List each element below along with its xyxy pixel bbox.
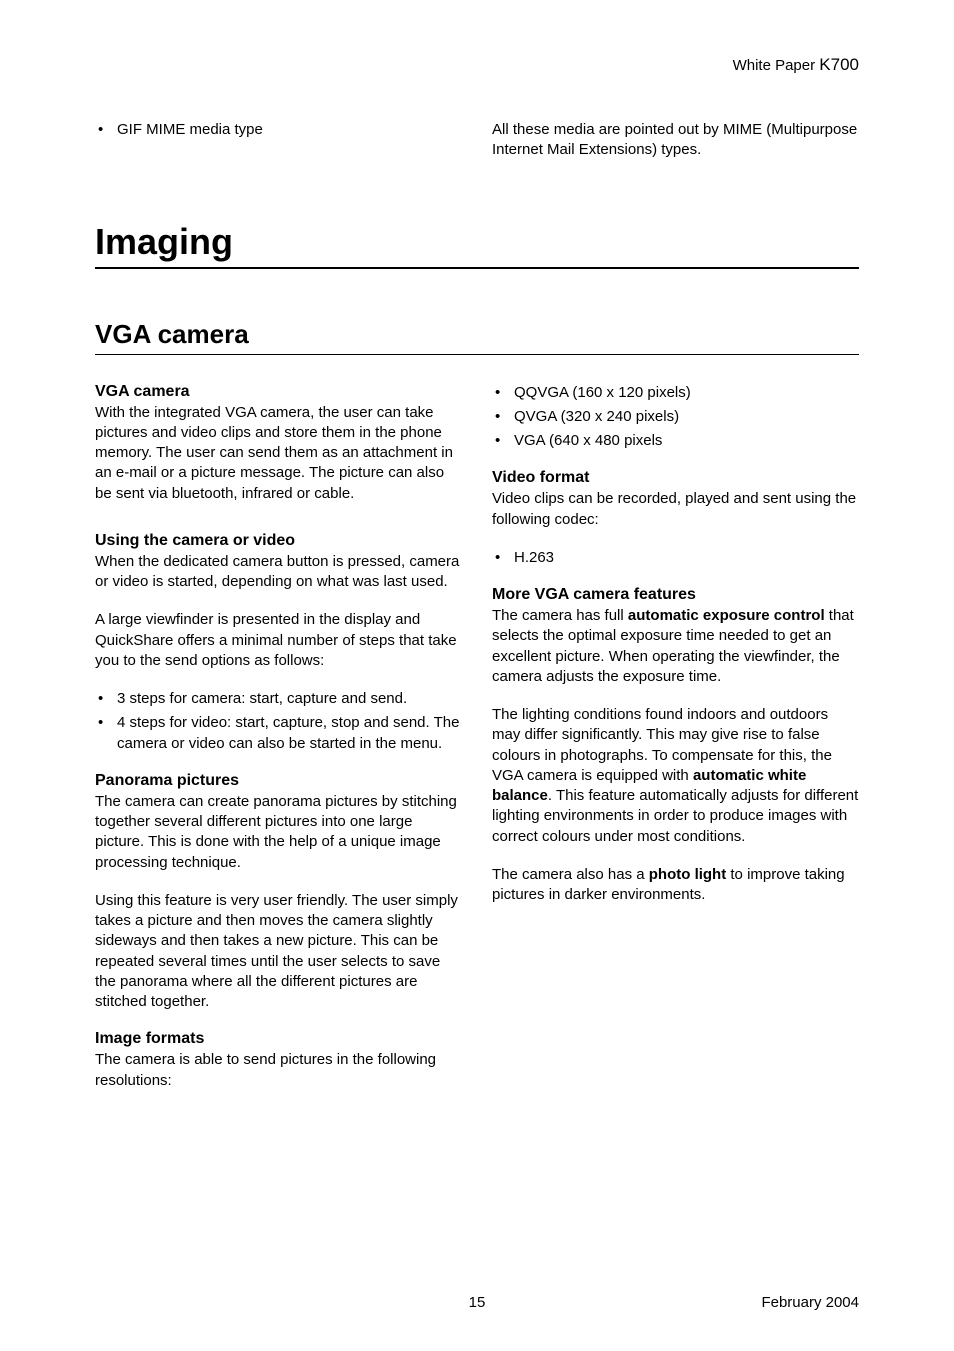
top-section: GIF MIME media type All these media are … [95, 120, 859, 161]
heading-panorama: Panorama pictures [95, 772, 462, 790]
list-item: H.263 [492, 548, 859, 568]
paragraph: With the integrated VGA camera, the user… [95, 403, 462, 504]
heading-video-format: Video format [492, 469, 859, 487]
section-title: VGA camera [95, 319, 859, 355]
paragraph: The camera is able to send pictures in t… [95, 1050, 462, 1091]
paragraph: The camera has full automatic exposure c… [492, 606, 859, 687]
page-number: 15 [469, 1294, 486, 1311]
heading-vga-camera: VGA camera [95, 383, 462, 401]
bold-text: photo light [649, 866, 726, 883]
paragraph: Video clips can be recorded, played and … [492, 489, 859, 530]
heading-more-features: More VGA camera features [492, 586, 859, 604]
paragraph: When the dedicated camera button is pres… [95, 552, 462, 593]
bold-text: automatic exposure control [628, 607, 825, 624]
page-header: White Paper K700 [95, 55, 859, 75]
header-prefix: White Paper [733, 57, 820, 74]
list-item: 3 steps for camera: start, capture and s… [95, 689, 462, 709]
paragraph: The camera also has a photo light to imp… [492, 865, 859, 906]
page-footer: 15 February 2004 [95, 1294, 859, 1311]
main-title: Imaging [95, 221, 859, 269]
top-right-text: All these media are pointed out by MIME … [492, 120, 859, 161]
list-item: GIF MIME media type [95, 120, 462, 140]
paragraph: The lighting conditions found indoors an… [492, 705, 859, 847]
list-item: 4 steps for video: start, capture, stop … [95, 713, 462, 754]
paragraph: Using this feature is very user friendly… [95, 891, 462, 1013]
resolutions-list: QQVGA (160 x 120 pixels) QVGA (320 x 240… [492, 383, 859, 452]
top-bullet-list: GIF MIME media type [95, 120, 462, 140]
text-fragment: . This feature automatically adjusts for… [492, 787, 858, 845]
header-model: K700 [819, 55, 859, 74]
list-item: QQVGA (160 x 120 pixels) [492, 383, 859, 403]
heading-image-formats: Image formats [95, 1030, 462, 1048]
top-right-col: All these media are pointed out by MIME … [492, 120, 859, 161]
right-column: QQVGA (160 x 120 pixels) QVGA (320 x 240… [492, 383, 859, 1091]
steps-list: 3 steps for camera: start, capture and s… [95, 689, 462, 754]
list-item: VGA (640 x 480 pixels [492, 431, 859, 451]
content-columns: VGA camera With the integrated VGA camer… [95, 383, 859, 1091]
paragraph: The camera can create panorama pictures … [95, 792, 462, 873]
heading-using-camera: Using the camera or video [95, 532, 462, 550]
paragraph: A large viewfinder is presented in the d… [95, 610, 462, 671]
list-item: QVGA (320 x 240 pixels) [492, 407, 859, 427]
text-fragment: The camera has full [492, 607, 628, 624]
top-left-col: GIF MIME media type [95, 120, 462, 161]
text-fragment: The camera also has a [492, 866, 649, 883]
left-column: VGA camera With the integrated VGA camer… [95, 383, 462, 1091]
footer-date: February 2004 [761, 1294, 859, 1311]
codec-list: H.263 [492, 548, 859, 568]
